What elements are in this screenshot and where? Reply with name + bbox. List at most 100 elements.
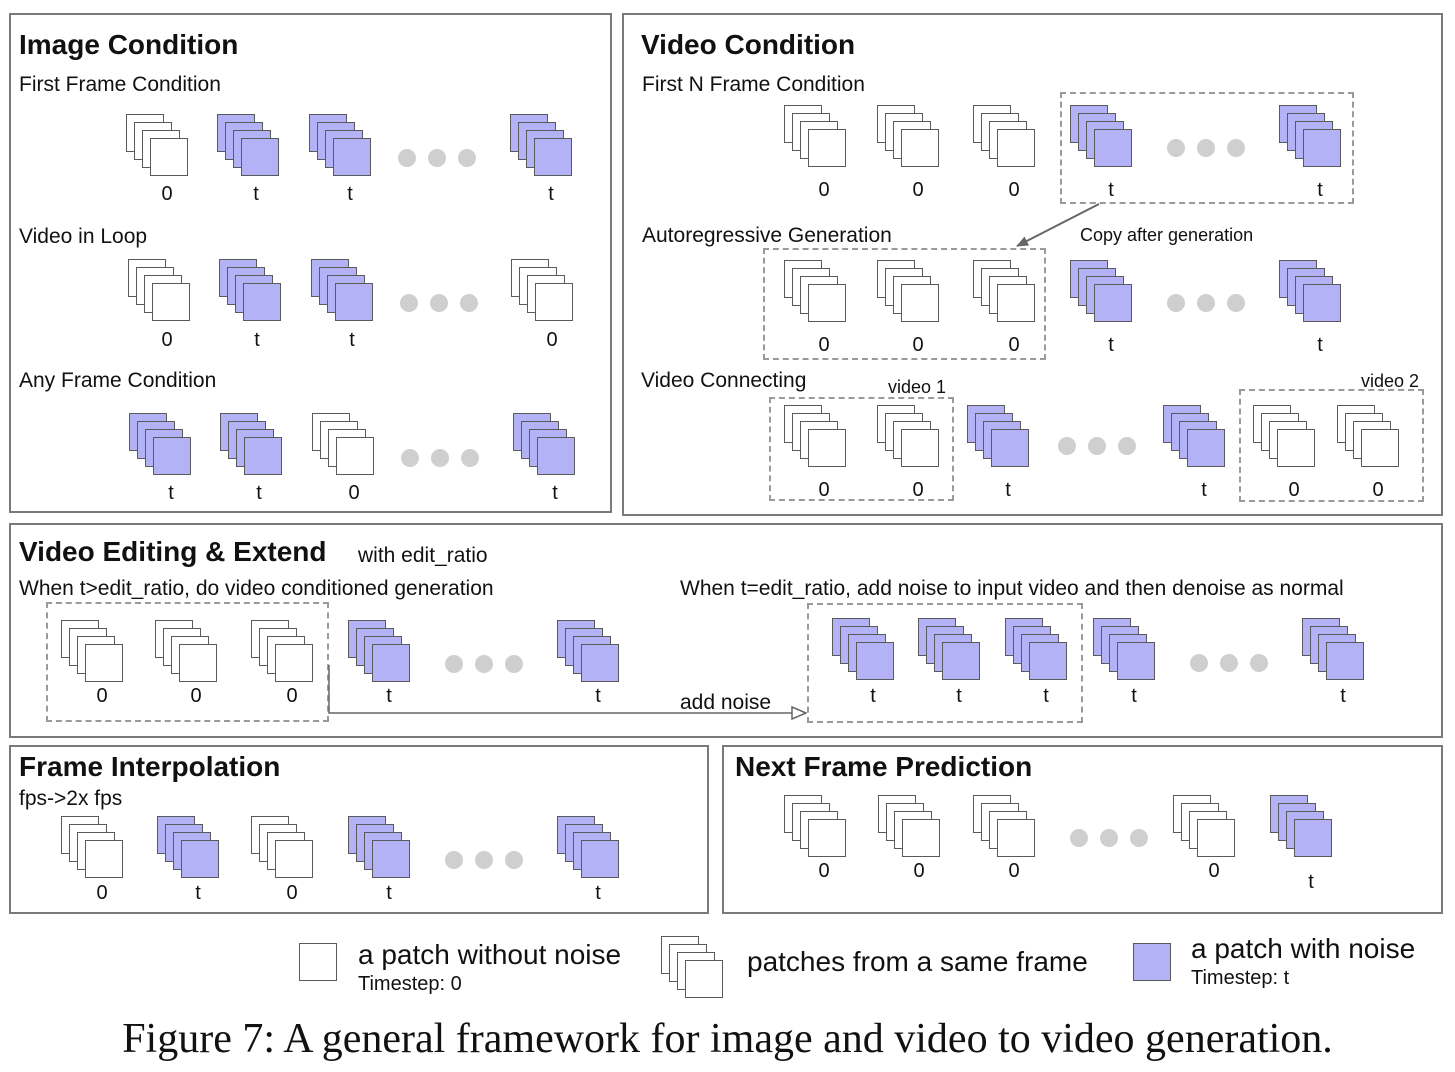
- frame-timestep-label: 0: [818, 179, 830, 201]
- legend-noise-label: a patch with noise: [1191, 933, 1416, 964]
- video-editing-subtitle: with edit_ratio: [358, 544, 488, 567]
- ellipsis-dots: [1058, 437, 1138, 455]
- frame-stack-noisy: [220, 413, 284, 477]
- frame-stack-clean: [784, 105, 848, 169]
- frame-stack-noisy: [1070, 260, 1134, 324]
- frame-stack-clean: [878, 795, 942, 859]
- frame-stack-clean: [61, 620, 125, 684]
- frame-stack-clean: [877, 105, 941, 169]
- frame-timestep-label: t: [386, 685, 392, 707]
- frame-stack-noisy: [1093, 618, 1157, 682]
- frame-stack-noisy: [1279, 260, 1343, 324]
- frame-timestep-label: t: [349, 329, 355, 351]
- legend-noisy-patch-swatch: [1133, 943, 1171, 981]
- frame-stack-clean: [126, 114, 190, 178]
- frame-timestep-label: 0: [1288, 479, 1300, 501]
- next-frame-prediction-panel: [722, 745, 1443, 914]
- image-condition-panel: [9, 13, 612, 513]
- frame-stack-clean: [61, 816, 125, 880]
- ellipsis-dots: [1070, 829, 1150, 847]
- legend-clean-patch-swatch: [299, 943, 337, 981]
- frame-stack-noisy: [1270, 795, 1334, 859]
- first-n-frame-condition-label: First N Frame Condition: [642, 73, 865, 96]
- frame-stack-noisy: [217, 114, 281, 178]
- frame-stack-noisy: [348, 620, 412, 684]
- frame-stack-noisy: [157, 816, 221, 880]
- frame-stack-noisy: [557, 816, 621, 880]
- add-noise-arrow-label: add noise: [680, 691, 772, 714]
- frame-timestep-label: t: [1131, 685, 1137, 707]
- frame-timestep-label: 0: [912, 479, 924, 501]
- frame-timestep-label: 0: [190, 685, 202, 707]
- legend-patch-stack-swatch: [661, 936, 725, 1000]
- frame-timestep-label: 0: [546, 329, 558, 351]
- ellipsis-dots: [400, 294, 480, 312]
- frame-interpolation-panel: [9, 745, 709, 914]
- frame-stack-clean: [784, 795, 848, 859]
- video-conditioned-desc: When t>edit_ratio, do video conditioned …: [19, 577, 494, 600]
- frame-stack-clean: [973, 795, 1037, 859]
- image-condition-title: Image Condition: [19, 29, 239, 60]
- frame-timestep-label: t: [195, 882, 201, 904]
- frame-timestep-label: 0: [1008, 860, 1020, 882]
- frame-timestep-label: t: [552, 482, 558, 504]
- frame-stack-clean: [877, 260, 941, 324]
- frame-stack-clean: [312, 413, 376, 477]
- frame-stack-noisy: [1005, 618, 1069, 682]
- frame-stack-noisy: [918, 618, 982, 682]
- frame-timestep-label: 0: [286, 685, 298, 707]
- autoregressive-generation-label: Autoregressive Generation: [642, 224, 892, 247]
- ellipsis-dots: [445, 851, 525, 869]
- frame-timestep-label: 0: [818, 479, 830, 501]
- frame-stack-clean: [877, 405, 941, 469]
- frame-timestep-label: t: [254, 329, 260, 351]
- frame-timestep-label: t: [1043, 685, 1049, 707]
- frame-stack-noisy: [1302, 618, 1366, 682]
- ellipsis-dots: [1167, 294, 1247, 312]
- frame-timestep-label: 0: [912, 179, 924, 201]
- video-condition-panel: [622, 13, 1443, 516]
- frame-stack-noisy: [513, 413, 577, 477]
- add-noise-arrow: [328, 665, 806, 713]
- frame-stack-noisy: [1279, 105, 1343, 169]
- frame-timestep-label: t: [595, 882, 601, 904]
- frame-stack-noisy: [348, 816, 412, 880]
- frame-timestep-label: t: [548, 183, 554, 205]
- first-frame-condition-label: First Frame Condition: [19, 73, 221, 96]
- video-2-label: video 2: [1361, 371, 1420, 391]
- frame-stack-clean: [1173, 795, 1237, 859]
- frame-stack-clean: [511, 259, 575, 323]
- autoregressive-condition-box: [763, 248, 1046, 360]
- first-n-copy-box: [1060, 92, 1354, 204]
- any-frame-condition-label: Any Frame Condition: [19, 369, 217, 392]
- frame-timestep-label: 0: [96, 882, 108, 904]
- ellipsis-dots: [398, 149, 478, 167]
- frame-timestep-label: 0: [1008, 179, 1020, 201]
- noised-video-box: [807, 603, 1083, 723]
- video-1-box: [769, 397, 954, 501]
- ellipsis-dots: [401, 449, 481, 467]
- frame-interpolation-subtitle: fps->2x fps: [19, 787, 123, 810]
- next-frame-prediction-title: Next Frame Prediction: [735, 751, 1033, 782]
- frame-timestep-label: t: [347, 183, 353, 205]
- frame-timestep-label: 0: [161, 329, 173, 351]
- frame-timestep-label: t: [1317, 179, 1323, 201]
- frame-stack-noisy: [967, 405, 1031, 469]
- legend-clean-timestep: Timestep: 0: [358, 973, 462, 995]
- legend-clean-label: a patch without noise: [358, 939, 622, 970]
- frame-timestep-label: 0: [913, 860, 925, 882]
- video-2-box: [1239, 389, 1424, 502]
- frame-interpolation-title: Frame Interpolation: [19, 751, 281, 782]
- frame-timestep-label: 0: [818, 860, 830, 882]
- frame-timestep-label: t: [1340, 685, 1346, 707]
- frame-stack-clean: [784, 260, 848, 324]
- frame-timestep-label: t: [256, 482, 262, 504]
- frame-timestep-label: 0: [912, 334, 924, 356]
- frame-timestep-label: 0: [818, 334, 830, 356]
- frame-stack-clean: [973, 260, 1037, 324]
- frame-stack-clean: [251, 620, 315, 684]
- video-editing-panel: [9, 523, 1443, 738]
- ellipsis-dots: [445, 655, 525, 673]
- input-video-box: [46, 602, 329, 722]
- frame-stack-noisy: [1070, 105, 1134, 169]
